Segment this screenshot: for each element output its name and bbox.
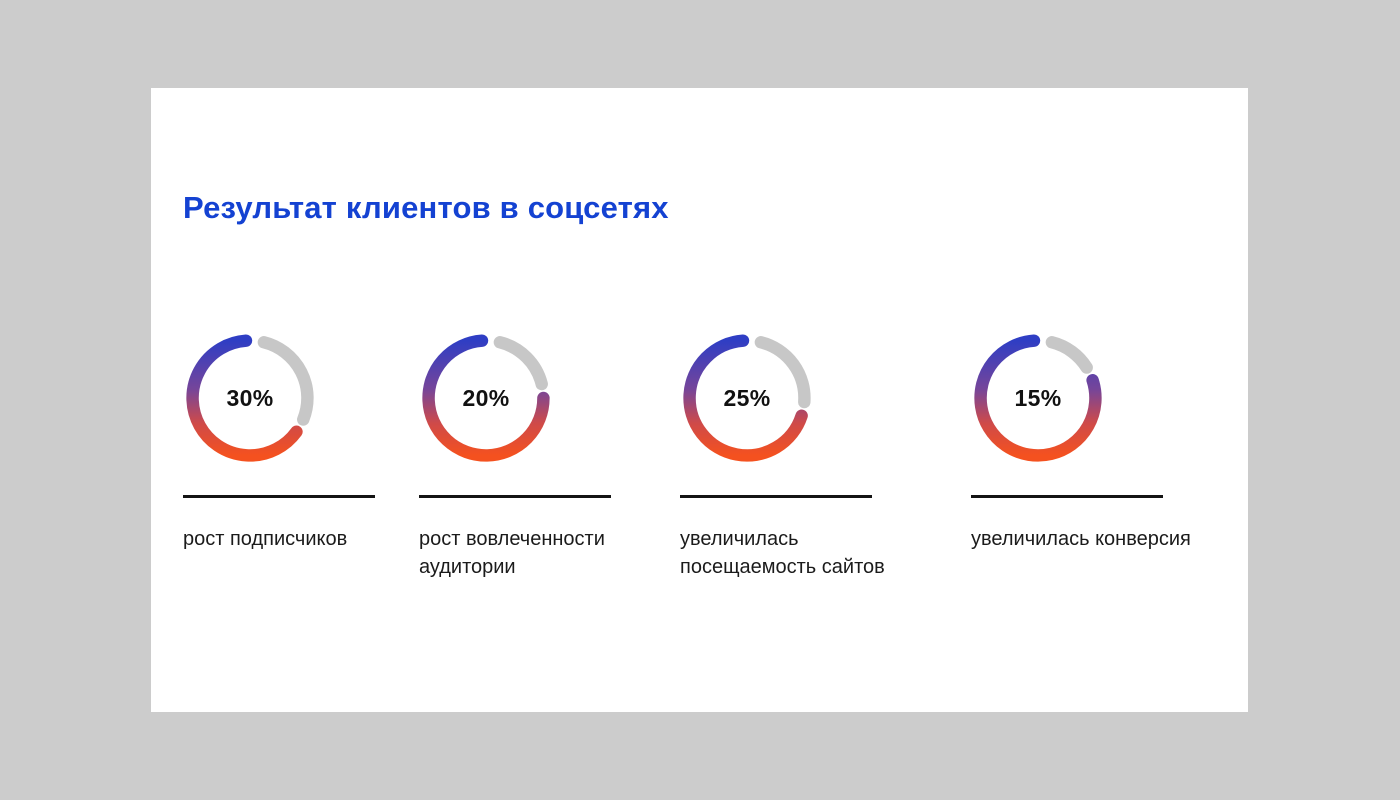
- stat-value: 30%: [226, 384, 274, 411]
- donut-ring: 30%: [183, 331, 317, 465]
- ring-gradient-arc: [186, 334, 303, 462]
- divider-line: [680, 495, 872, 498]
- donut-ring-chart: [683, 334, 811, 462]
- stat-value: 20%: [462, 384, 510, 411]
- ring-gradient-arc: [683, 334, 808, 462]
- divider-line: [183, 495, 375, 498]
- stat-value: 25%: [723, 384, 771, 411]
- divider-line: [971, 495, 1163, 498]
- stats-row: 30% рост подписчиков 20% рост вовлеченно…: [151, 88, 1248, 712]
- donut-ring-chart: [422, 334, 550, 462]
- results-card: Результат клиентов в соцсетях 30% рост п…: [151, 88, 1248, 712]
- divider-line: [419, 495, 611, 498]
- stat-label: рост вовлеченности аудитории: [419, 528, 605, 578]
- donut-ring: 25%: [680, 331, 814, 465]
- stat-label: рост подписчиков: [183, 528, 348, 550]
- donut-ring-chart: [186, 334, 314, 462]
- ring-track-arc: [1045, 336, 1093, 374]
- ring-gradient-arc: [974, 334, 1102, 462]
- page-title: Результат клиентов в соцсетях: [183, 190, 669, 225]
- ring-gradient-arc: [422, 334, 550, 462]
- stat-label: увеличилась конверсия: [971, 528, 1191, 550]
- stat-value: 15%: [1014, 384, 1062, 411]
- stat-label: увеличилась посещаемость сайтов: [680, 528, 885, 578]
- ring-track-arc: [257, 336, 314, 426]
- ring-track-arc: [493, 336, 548, 391]
- donut-ring: 20%: [419, 331, 553, 465]
- donut-ring: 15%: [971, 331, 1105, 465]
- donut-ring-chart: [974, 334, 1102, 462]
- ring-track-arc: [754, 336, 811, 409]
